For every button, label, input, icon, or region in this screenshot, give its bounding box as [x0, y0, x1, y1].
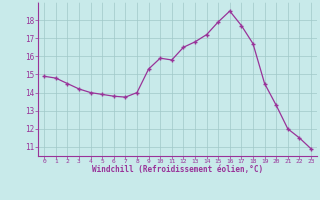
X-axis label: Windchill (Refroidissement éolien,°C): Windchill (Refroidissement éolien,°C) [92, 165, 263, 174]
